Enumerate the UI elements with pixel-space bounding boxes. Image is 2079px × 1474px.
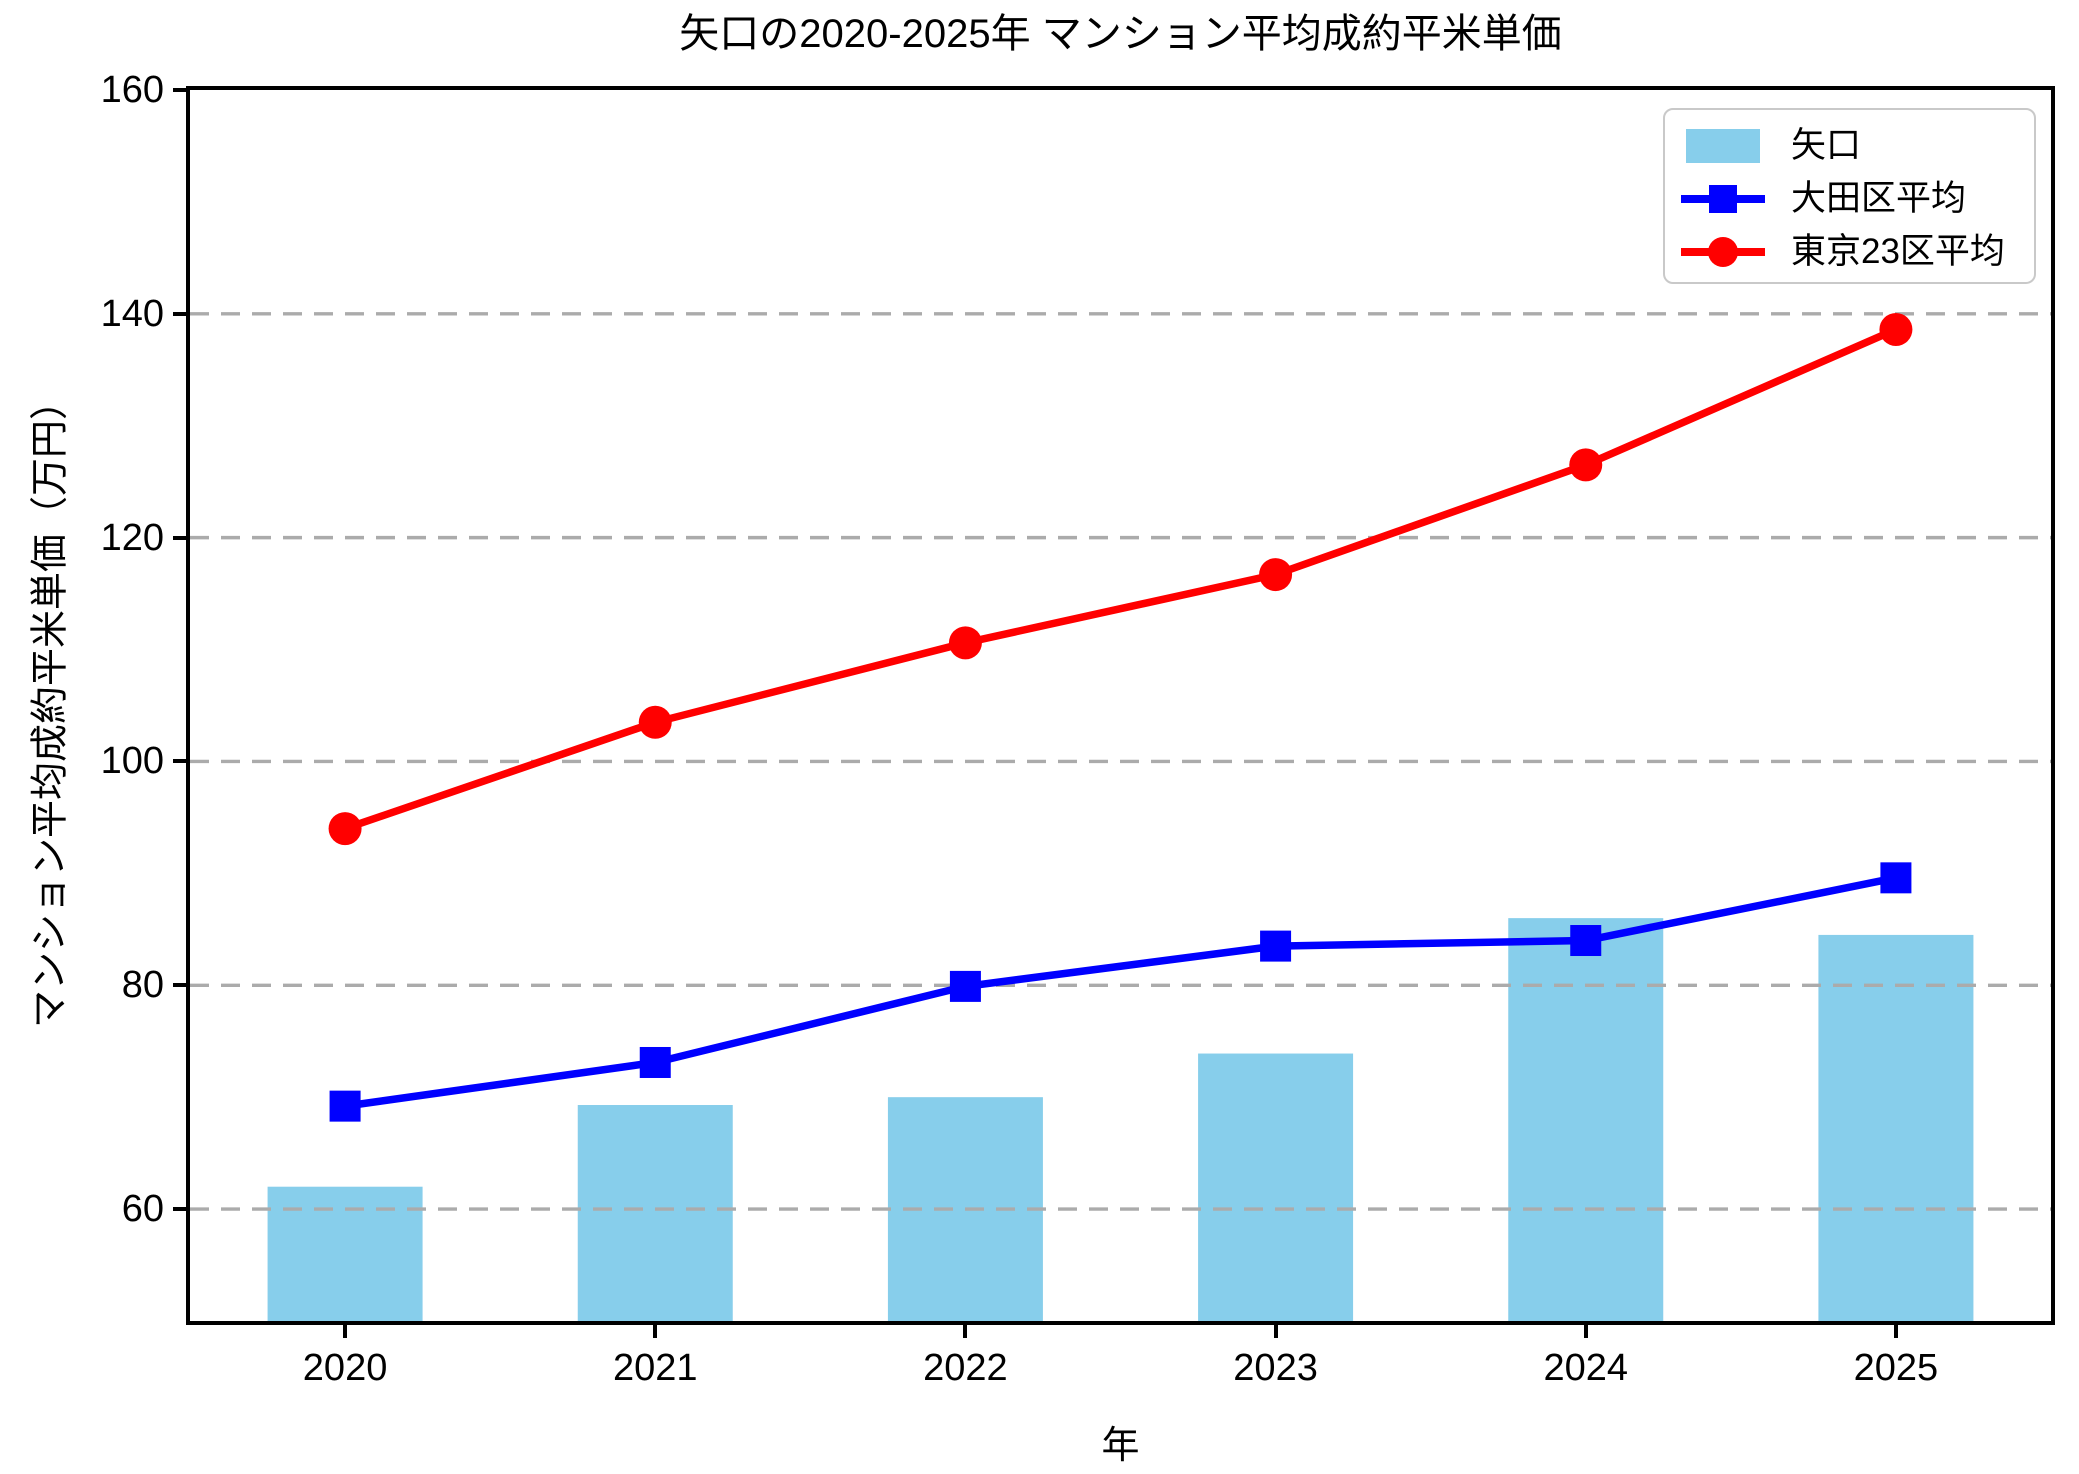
y-tick-label-60: 60 [121,1188,164,1231]
marker-circle-2025 [1879,312,1913,346]
y-tick-mark-100 [173,759,186,764]
x-tick-label-2021: 2021 [612,1347,698,1389]
x-tick-label-2025: 2025 [1853,1347,1939,1389]
x-tick-label-2023: 2023 [1233,1347,1318,1389]
x-axis-label: 年 [1101,1425,1140,1467]
legend-label-矢口: 矢口 [1791,125,1862,165]
x-tick-label-2024: 2024 [1543,1347,1629,1389]
marker-square-2023 [1260,930,1292,962]
bar-2021 [577,1105,733,1321]
y-tick-mark-120 [173,535,186,540]
line-大田区平均 [344,874,1897,1110]
legend-swatch-矢口 [1681,128,1765,163]
y-tick-label-120: 120 [100,516,164,559]
legend-item-矢口: 矢口 [1681,119,2034,172]
x-tick-mark-2021 [653,1325,658,1338]
marker-circle-2021 [638,705,672,739]
y-axis-label: マンション平均成約平米単価（万円） [29,381,72,1029]
bar-2024 [1508,918,1664,1321]
x-tick-mark-2025 [1893,1325,1898,1338]
marker-square-2020 [329,1090,361,1122]
marker-circle-2024 [1569,448,1603,482]
plot-area [186,86,2055,1325]
marker-circle-2023 [1259,558,1293,592]
legend: 矢口大田区平均東京23区平均 [1663,108,2036,284]
x-tick-mark-2022 [963,1325,968,1338]
legend-item-東京23区平均: 東京23区平均 [1681,225,2034,278]
y-tick-mark-80 [173,983,186,988]
x-tick-label-2020: 2020 [302,1347,388,1389]
marker-square-2021 [639,1046,671,1078]
legend-swatch-東京23区平均 [1681,236,1765,267]
marker-square-2025 [1880,862,1912,894]
y-tick-label-80: 80 [121,964,164,1007]
y-tick-label-160: 160 [100,69,164,111]
bar-2020 [267,1186,423,1321]
bar-2023 [1198,1053,1354,1321]
y-tick-label-100: 100 [100,740,164,783]
y-tick-label-140: 140 [100,292,164,335]
y-tick-mark-60 [173,1207,186,1212]
legend-label-東京23区平均: 東京23区平均 [1791,231,2005,271]
x-tick-mark-2020 [343,1325,348,1338]
marker-circle-2022 [948,626,982,660]
chart-svg [190,312,2051,1321]
y-tick-mark-140 [173,311,186,316]
x-tick-mark-2024 [1583,1325,1588,1338]
legend-bar-patch-icon [1686,128,1760,163]
line-東京23区平均 [343,326,1898,833]
legend-marker-circle-icon [1708,236,1738,267]
marker-square-2024 [1570,925,1602,957]
marker-square-2022 [949,970,981,1002]
chart-title: 矢口の2020-2025年 マンション平均成約平米単価 [679,12,1562,56]
y-tick-mark-160 [173,88,186,92]
legend-swatch-大田区平均 [1681,184,1765,213]
x-tick-label-2022: 2022 [923,1347,1008,1389]
legend-marker-square-icon [1709,184,1737,213]
marker-circle-2020 [328,812,362,846]
legend-item-大田区平均: 大田区平均 [1681,172,2034,225]
x-tick-mark-2023 [1273,1325,1278,1338]
legend-label-大田区平均: 大田区平均 [1791,178,1967,218]
bar-2025 [1818,934,1974,1321]
